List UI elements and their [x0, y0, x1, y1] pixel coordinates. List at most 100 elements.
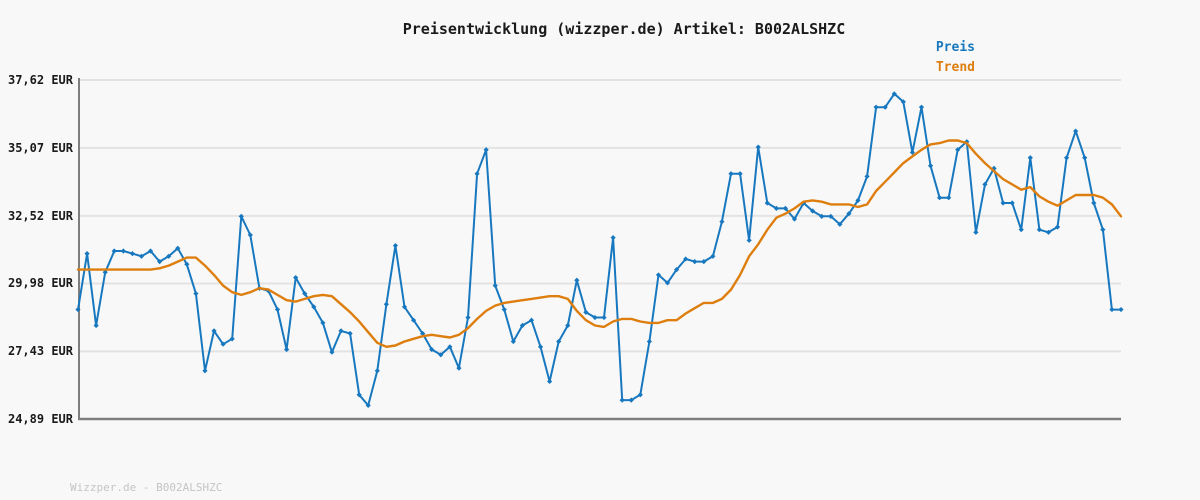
- price-point: [737, 171, 743, 177]
- price-point: [810, 208, 816, 214]
- price-point: [547, 378, 553, 385]
- footer-watermark: Wizzper.de - B002ALSHZC: [70, 481, 223, 494]
- price-point: [601, 314, 607, 321]
- price-point: [157, 259, 163, 265]
- price-point: [583, 309, 589, 315]
- price-point: [111, 248, 117, 254]
- price-point: [683, 256, 689, 262]
- y-tick-label: 32,52 EUR: [7, 208, 73, 223]
- y-tick-label: 27,43 EUR: [7, 344, 73, 359]
- price-point: [1109, 306, 1115, 313]
- price-point: [537, 344, 544, 350]
- price-point: [646, 338, 652, 345]
- price-point: [238, 213, 244, 219]
- price-point: [302, 290, 308, 297]
- price-point: [193, 290, 199, 297]
- price-point: [973, 229, 979, 235]
- price-point: [284, 346, 290, 353]
- price-point: [701, 259, 707, 265]
- price-point: [764, 200, 770, 206]
- price-point: [619, 397, 625, 403]
- price-point: [311, 304, 317, 310]
- price-point: [710, 253, 716, 259]
- price-point: [846, 211, 852, 217]
- price-point: [84, 251, 90, 257]
- price-point: [202, 368, 208, 374]
- price-point: [1045, 229, 1052, 235]
- price-point: [293, 274, 299, 281]
- price-point: [1063, 155, 1070, 161]
- price-point: [864, 173, 870, 180]
- y-tick-label: 37,62 EUR: [7, 73, 73, 87]
- price-point: [728, 171, 734, 177]
- price-point: [338, 328, 344, 334]
- price-point: [528, 317, 535, 323]
- price-point: [1073, 128, 1079, 134]
- price-point: [229, 336, 235, 342]
- price-point: [719, 219, 725, 225]
- price-point: [401, 304, 408, 310]
- price-point: [347, 330, 353, 337]
- price-point: [129, 251, 136, 257]
- chart-legend: Preis Trend: [936, 38, 975, 78]
- price-point: [828, 213, 834, 219]
- price-point: [937, 195, 943, 201]
- price-point: [955, 147, 961, 153]
- price-point: [882, 104, 888, 110]
- price-point: [1027, 155, 1033, 161]
- price-point: [946, 195, 952, 201]
- price-point: [664, 280, 671, 286]
- y-tick-label: 35,07 EUR: [7, 140, 73, 155]
- price-point: [138, 253, 145, 259]
- price-point: [211, 328, 217, 334]
- price-point: [1054, 224, 1061, 230]
- price-point: [356, 392, 362, 398]
- price-point: [510, 338, 516, 345]
- price-point: [1091, 200, 1097, 206]
- price-point: [637, 392, 643, 398]
- chart-title: Preisentwicklung (wizzper.de) Artikel: B…: [402, 20, 846, 38]
- price-point: [927, 163, 934, 169]
- legend-preis-label: Preis: [935, 40, 975, 55]
- price-point: [365, 402, 371, 409]
- price-point: [773, 205, 779, 211]
- price-point: [184, 261, 190, 267]
- price-point: [492, 282, 498, 289]
- price-point: [519, 322, 526, 329]
- price-point: [247, 232, 253, 238]
- price-point: [819, 213, 825, 219]
- price-point: [592, 314, 598, 321]
- price-point: [75, 306, 81, 313]
- y-tick-label: 24,89 EUR: [7, 412, 73, 426]
- price-point: [166, 253, 172, 259]
- price-point: [918, 104, 925, 110]
- price-point: [628, 397, 634, 403]
- price-point: [93, 322, 99, 329]
- price-point: [447, 344, 453, 350]
- y-tick-label: 29,98 EUR: [7, 276, 73, 291]
- trend-line: [76, 139, 1123, 348]
- price-point: [746, 237, 752, 243]
- price-point: [873, 104, 879, 110]
- price-point: [420, 330, 426, 337]
- price-point: [383, 301, 389, 307]
- price-point: [755, 144, 761, 150]
- price-point: [392, 243, 399, 249]
- price-point: [465, 314, 471, 321]
- price-point: [274, 306, 281, 313]
- price-point: [1036, 227, 1042, 233]
- price-point: [429, 346, 435, 353]
- price-point: [456, 365, 462, 371]
- price-point: [438, 352, 444, 358]
- price-point: [556, 338, 562, 345]
- price-point: [855, 197, 861, 203]
- price-point: [220, 341, 226, 347]
- price-point: [1082, 155, 1088, 161]
- price-point: [1100, 227, 1106, 233]
- price-point: [483, 147, 489, 153]
- price-point: [120, 248, 126, 254]
- price-point: [1118, 306, 1124, 313]
- price-point: [574, 277, 580, 283]
- price-point: [501, 306, 507, 313]
